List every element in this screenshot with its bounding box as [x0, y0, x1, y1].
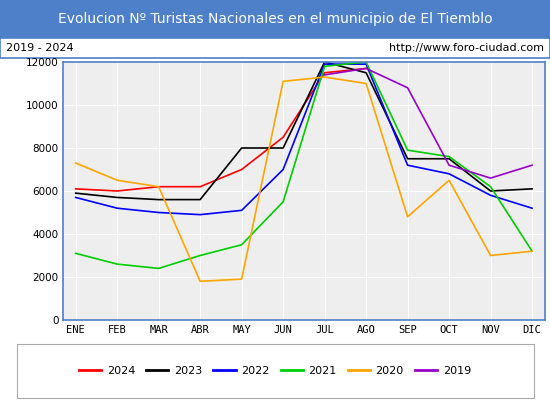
Legend: 2024, 2023, 2022, 2021, 2020, 2019: 2024, 2023, 2022, 2021, 2020, 2019 — [75, 362, 475, 380]
Text: Evolucion Nº Turistas Nacionales en el municipio de El Tiemblo: Evolucion Nº Turistas Nacionales en el m… — [58, 12, 492, 26]
Text: 2019 - 2024: 2019 - 2024 — [6, 43, 73, 53]
Text: http://www.foro-ciudad.com: http://www.foro-ciudad.com — [389, 43, 544, 53]
